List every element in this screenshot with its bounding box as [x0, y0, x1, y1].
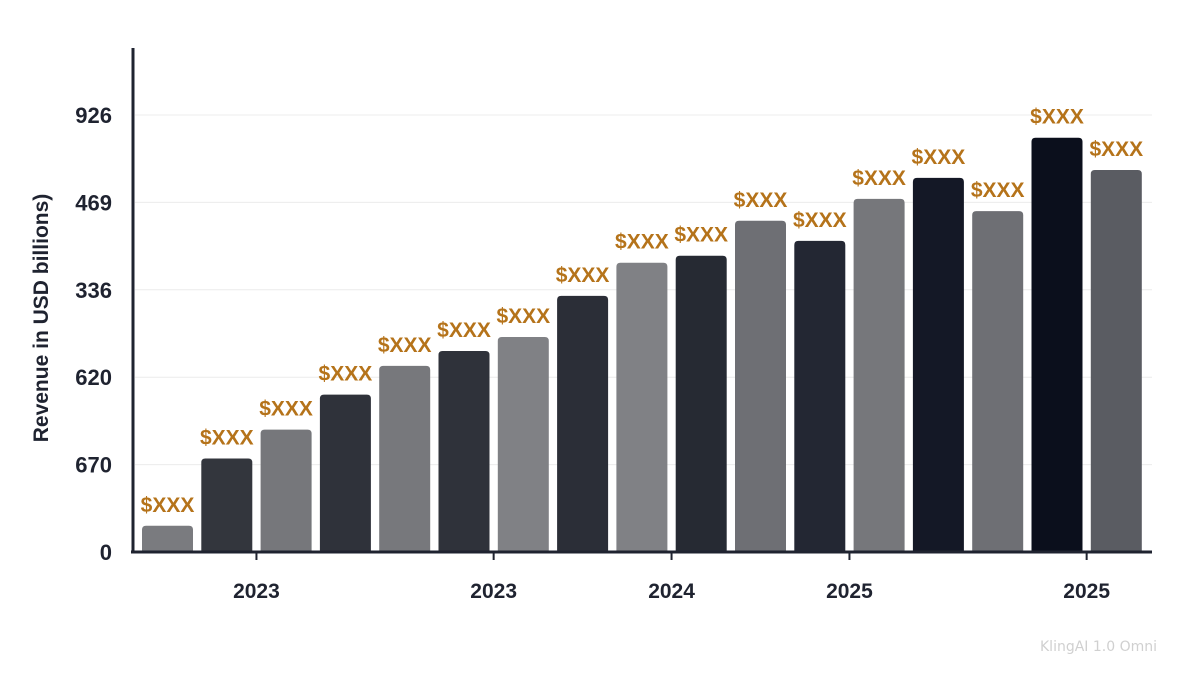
y-tick-label: 670: [75, 453, 112, 478]
bars-group: [142, 137, 1142, 553]
y-tick-label: 469: [75, 190, 112, 215]
bar: [438, 350, 490, 552]
bar: [616, 262, 668, 552]
y-tick-labels: 0 670 620 336 469 926: [75, 103, 112, 565]
data-label: $XXX: [912, 146, 966, 169]
data-label: $XXX: [674, 224, 728, 247]
watermark-text: KlingAI 1.0 Omni: [1040, 639, 1157, 655]
data-label: $XXX: [1089, 138, 1143, 161]
y-axis-label: Revenue in USD billions): [30, 194, 53, 443]
bar: [912, 177, 964, 553]
data-label: $XXX: [141, 494, 195, 517]
data-label: $XXX: [971, 179, 1025, 202]
x-tick-label: 2023: [470, 580, 517, 603]
data-label: $XXX: [259, 398, 313, 421]
data-labels-group: $XXX$XXX$XXX$XXX$XXX$XXX$XXX$XXX$XXX $XXX…: [141, 106, 1144, 517]
y-tick-label: 926: [75, 103, 112, 128]
bar: [675, 255, 727, 553]
y-tick-label: 0: [100, 540, 112, 565]
data-label: $XXX: [556, 264, 610, 287]
x-tick-label: 2025: [826, 580, 873, 603]
bar: [557, 295, 609, 552]
data-label: $XXX: [615, 231, 669, 254]
y-tick-label: 620: [75, 365, 112, 390]
bar: [319, 394, 371, 552]
data-label: $XXX: [793, 209, 847, 232]
bar: [1031, 137, 1083, 552]
bar: [972, 211, 1024, 552]
bar: [497, 336, 549, 552]
data-label: $XXX: [200, 426, 254, 449]
bar: [379, 365, 431, 552]
data-label: $XXX: [437, 319, 491, 342]
data-label: $XXX: [496, 305, 550, 328]
data-label: $XXX: [852, 167, 906, 190]
x-tick-label: 2025: [1063, 580, 1110, 603]
bar: [794, 240, 846, 552]
bar: [201, 458, 253, 552]
data-label: $XXX: [378, 334, 432, 357]
bar: [142, 525, 193, 552]
bar: [260, 429, 312, 552]
x-tick-label: 2023: [233, 580, 280, 603]
x-tick-labels: 2023 2023 2024 2025 2025: [233, 552, 1110, 603]
bar: [853, 198, 905, 553]
data-label: $XXX: [319, 363, 373, 386]
bar: [735, 220, 786, 552]
y-tick-label: 336: [75, 278, 112, 303]
bar: [1090, 170, 1142, 552]
data-label: $XXX: [734, 189, 788, 212]
x-tick-label: 2024: [648, 580, 695, 603]
data-label: $XXX: [1030, 106, 1084, 129]
